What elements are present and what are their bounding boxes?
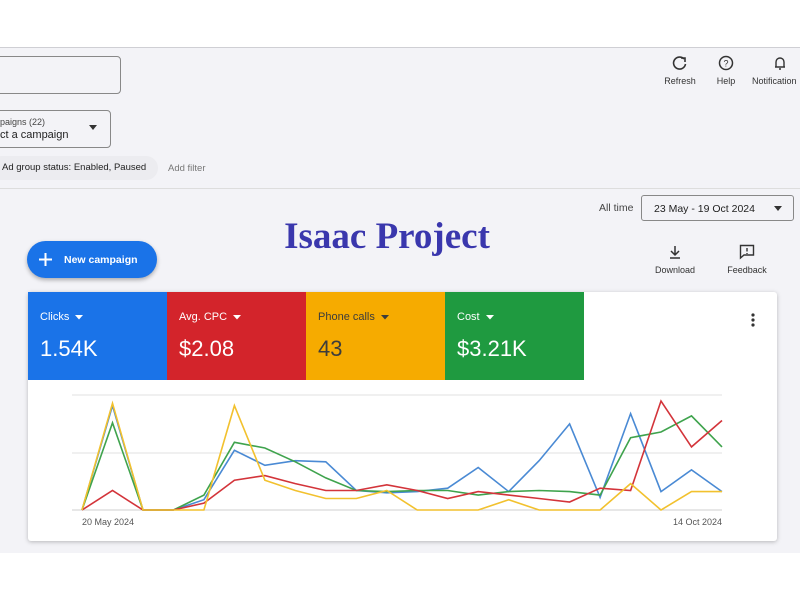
metric-header: Cost: [457, 311, 494, 323]
more-menu[interactable]: [749, 312, 757, 328]
dropdown-arrow: [380, 314, 389, 320]
dropdown-arrow: [233, 314, 242, 320]
metric-name: Cost: [457, 311, 480, 323]
x-tick-label: 14 Oct 2024: [673, 517, 722, 527]
x-tick-label: 20 May 2024: [82, 517, 134, 527]
metric-value: 1.54K: [40, 336, 98, 361]
action-label[interactable]: Refresh: [664, 76, 696, 86]
metric-value: $2.08: [179, 336, 235, 361]
search-box[interactable]: [0, 56, 121, 94]
date-label: All time: [599, 202, 634, 214]
dropdown-arrow: [75, 314, 84, 320]
metric-name: Avg. CPC: [179, 311, 228, 323]
dropdown-arrow: [485, 314, 494, 320]
metric-header: Clicks: [40, 311, 84, 323]
download-icon[interactable]: [668, 245, 682, 259]
dropdown-arrow: [89, 125, 97, 130]
metric-tile[interactable]: Phone calls 43: [306, 292, 445, 380]
series-line: [81, 414, 723, 511]
refresh-icon[interactable]: [672, 55, 688, 71]
metric-tile[interactable]: Clicks 1.54K: [28, 292, 167, 380]
svg-text:?: ?: [723, 59, 728, 69]
new-campaign-text: New campaign: [64, 254, 138, 266]
watermark: Isaac Project: [284, 216, 490, 257]
metric-name: Clicks: [40, 311, 70, 323]
metric-tile[interactable]: Avg. CPC $2.08: [167, 292, 306, 380]
action-label[interactable]: Notification: [752, 76, 797, 86]
feedback-icon[interactable]: [739, 244, 755, 260]
date-picker[interactable]: 23 May - 19 Oct 2024: [641, 195, 794, 221]
series-line: [81, 400, 722, 511]
metric-tile[interactable]: Cost $3.21K: [445, 292, 584, 380]
metric-header: Phone calls: [318, 311, 389, 323]
plus-icon: [39, 253, 52, 266]
add-filter[interactable]: Add filter: [168, 163, 206, 174]
metric-value: 43: [318, 336, 343, 361]
new-campaign-button[interactable]: New campaign: [27, 241, 157, 278]
metric-value: $3.21K: [457, 336, 527, 361]
date-range: 23 May - 19 Oct 2024: [654, 203, 755, 215]
campaign-count: paigns (22): [0, 117, 46, 127]
divider: [0, 188, 800, 189]
campaign-select[interactable]: paigns (22) ct a campaign: [0, 110, 111, 148]
series-line: [81, 402, 723, 511]
help-icon[interactable]: ?: [718, 55, 734, 71]
metric-name: Phone calls: [318, 311, 375, 323]
tool-label[interactable]: Download: [654, 265, 696, 275]
action-label[interactable]: Help: [716, 76, 736, 86]
filter-chip-text: Ad group status: Enabled, Paused: [2, 162, 147, 173]
tool-label[interactable]: Feedback: [727, 265, 767, 275]
bell-icon[interactable]: [772, 55, 788, 71]
campaign-select-text: ct a campaign: [0, 129, 69, 141]
dropdown-arrow: [774, 206, 782, 211]
filter-chip[interactable]: Ad group status: Enabled, Paused: [0, 156, 158, 180]
metric-header: Avg. CPC: [179, 311, 242, 323]
series-line: [81, 399, 723, 511]
